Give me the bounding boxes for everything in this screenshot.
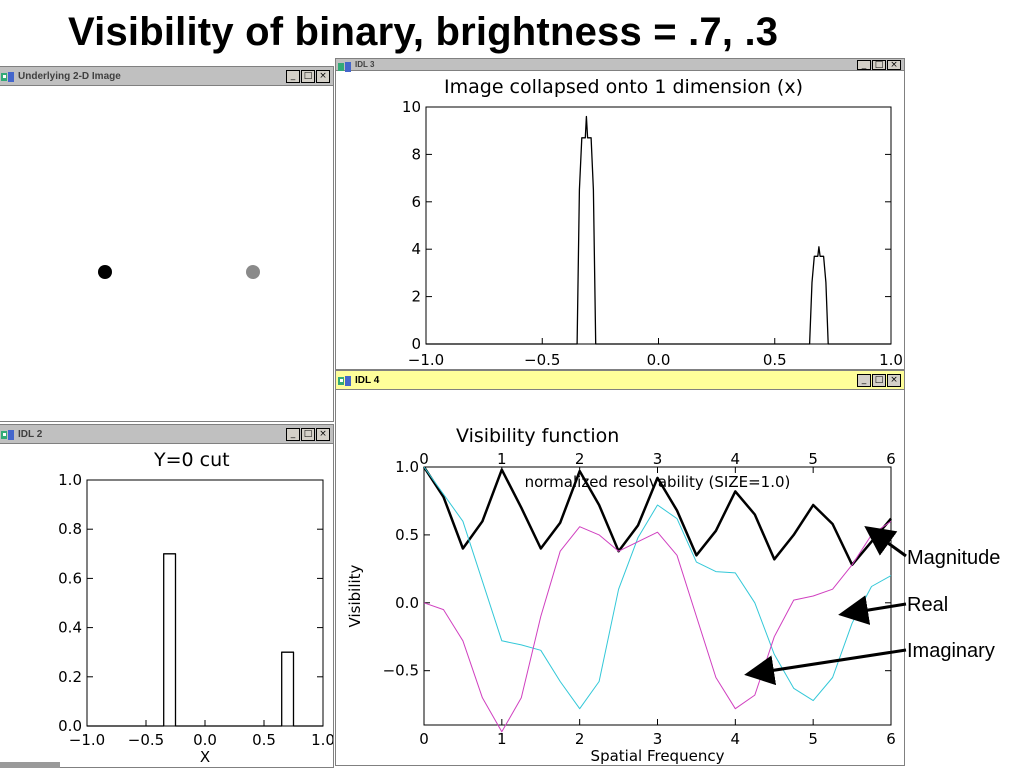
cut-chart: Y=0 cut −1.0 −0.5 0.0 0.5 1.0 0.0 0.2 0.4 0.6 0.8 1… (58, 449, 333, 766)
x-tick-label: 2 (575, 730, 585, 748)
x-axis-label: X (200, 748, 210, 766)
y-tick-label: 10 (402, 98, 421, 116)
minimize-button[interactable]: _ (857, 59, 871, 70)
x-tick-label: −1.0 (408, 351, 444, 369)
y-tick-label: 0.8 (58, 520, 82, 538)
visibility-window-title: IDL 4 (355, 374, 380, 386)
x-top-tick-label: 0 (419, 450, 429, 468)
x-tick-label: 0 (419, 730, 429, 748)
x-axis-label: Spatial Frequency (591, 747, 725, 765)
y-tick-label: 2 (411, 288, 421, 306)
x-tick-label: 1.0 (879, 351, 903, 369)
x-top-tick-label: 3 (653, 450, 663, 468)
primary-star (98, 265, 112, 279)
magnitude-arrow (864, 525, 907, 558)
top-axis-label: normalized resolvability (SIZE=1.0) (525, 473, 791, 491)
y-tick-label: 4 (411, 240, 421, 258)
cut-plot-area: Y=0 cut −1.0 −0.5 0.0 0.5 1.0 0.0 0.2 0.4 0.6 0.8 1… (0, 444, 333, 767)
image2d-window-title: Underlying 2-D Image (18, 70, 121, 82)
imaginary-series-line (423, 520, 892, 733)
x-top-tick-label: 2 (575, 450, 585, 468)
x-tick-label: 4 (731, 730, 741, 748)
y-tick-label: 0.0 (395, 594, 419, 612)
maximize-button[interactable]: □ (872, 373, 886, 387)
x-tick-label: −0.5 (128, 731, 164, 749)
cut-window-title: IDL 2 (18, 428, 43, 440)
x-tick-label: 3 (653, 730, 663, 748)
y-tick-label: 0 (411, 335, 421, 353)
y-tick-label: 0.6 (58, 569, 82, 587)
minimize-button[interactable]: _ (286, 427, 300, 441)
real-label: Real (907, 594, 949, 616)
x-tick-label: −1.0 (69, 731, 105, 749)
x-top-tick-label: 4 (731, 450, 741, 468)
close-button[interactable]: × (887, 59, 901, 70)
x-tick-label: 0.0 (647, 351, 671, 369)
image2d-window: Underlying 2-D Image _ □ × (0, 66, 334, 422)
collapsed-window: IDL 3 _ □ × Image collapsed onto 1 dimen… (335, 58, 905, 370)
x-tick-label: 1 (497, 730, 507, 748)
visibility-plot-area: Visibility function 0 0 1 1 2 2 3 3 4 4 5 5 6 6 −0.5 0.0… (336, 390, 904, 765)
chart-title: Image collapsed onto 1 dimension (x) (444, 76, 803, 98)
idl-app-icon (338, 59, 352, 72)
x-tick-label: 5 (808, 730, 818, 748)
real-series-line (423, 466, 892, 710)
y-tick-label: 0.4 (58, 619, 82, 637)
idl-app-icon (1, 428, 15, 440)
y-tick-label: −0.5 (383, 662, 419, 680)
cut-titlebar[interactable]: IDL 2 _ □ × (0, 425, 333, 444)
collapsed-window-title: IDL 3 (355, 60, 375, 69)
minimize-button[interactable]: _ (286, 69, 300, 83)
slide-title: Visibility of binary, brightness = .7, .… (68, 10, 779, 54)
close-button[interactable]: × (887, 373, 901, 387)
y-axis-label: Visibility (346, 564, 364, 627)
close-button[interactable]: × (316, 69, 330, 83)
magnitude-label: Magnitude (907, 547, 1001, 569)
collapsed-chart: Image collapsed onto 1 dimension (x) −1.0… (402, 76, 903, 369)
imaginary-arrow (744, 648, 907, 686)
maximize-button[interactable]: □ (301, 69, 315, 83)
image2d-canvas (0, 86, 333, 421)
x-top-tick-label: 1 (497, 450, 507, 468)
secondary-star (246, 265, 260, 279)
x-top-tick-label: 5 (808, 450, 818, 468)
y-tick-label: 1.0 (395, 458, 419, 476)
data-series-line (426, 115, 891, 345)
visibility-window: IDL 4 _ □ × Visibility function 0 0 1 1 2 2 3 3 4… (335, 370, 905, 766)
y-tick-label: 8 (411, 145, 421, 163)
chart-title: Visibility function (456, 425, 619, 447)
y-tick-label: 0.5 (395, 526, 419, 544)
y-tick-label: 0.0 (58, 717, 82, 735)
collapsed-plot-area: Image collapsed onto 1 dimension (x) −1.0… (336, 71, 904, 369)
x-tick-label: 0.0 (193, 731, 217, 749)
x-tick-label: 1.0 (311, 731, 333, 749)
real-arrow (838, 595, 907, 625)
visibility-chart: Visibility function 0 0 1 1 2 2 3 3 4 4 5 5 6 6 −0.5 0.0… (346, 425, 896, 765)
x-tick-label: 6 (886, 730, 896, 748)
x-tick-label: 0.5 (252, 731, 276, 749)
collapsed-titlebar[interactable]: IDL 3 _ □ × (336, 59, 904, 72)
y-tick-label: 1.0 (58, 471, 82, 489)
idl-app-icon (338, 374, 352, 386)
minimize-button[interactable]: _ (857, 373, 871, 387)
close-button[interactable]: × (316, 427, 330, 441)
maximize-button[interactable]: □ (301, 427, 315, 441)
image2d-svg (98, 265, 260, 279)
imaginary-label: Imaginary (907, 640, 995, 662)
data-series-line (87, 553, 323, 727)
x-tick-label: −0.5 (524, 351, 560, 369)
image2d-titlebar[interactable]: Underlying 2-D Image _ □ × (0, 67, 333, 86)
idl-app-icon (1, 70, 15, 82)
x-tick-label: 0.5 (763, 351, 787, 369)
chart-title: Y=0 cut (153, 449, 230, 471)
magnitude-series-line (422, 466, 892, 567)
y-tick-label: 6 (411, 193, 421, 211)
taskbar-fragment (0, 762, 60, 768)
x-top-tick-label: 6 (886, 450, 896, 468)
cut-window: IDL 2 _ □ × Y=0 cut −1.0 −0.5 0.0 0.5 1.0 0.0 0… (0, 424, 334, 768)
y-tick-label: 0.2 (58, 668, 82, 686)
maximize-button[interactable]: □ (872, 59, 886, 70)
visibility-titlebar[interactable]: IDL 4 _ □ × (336, 371, 904, 390)
